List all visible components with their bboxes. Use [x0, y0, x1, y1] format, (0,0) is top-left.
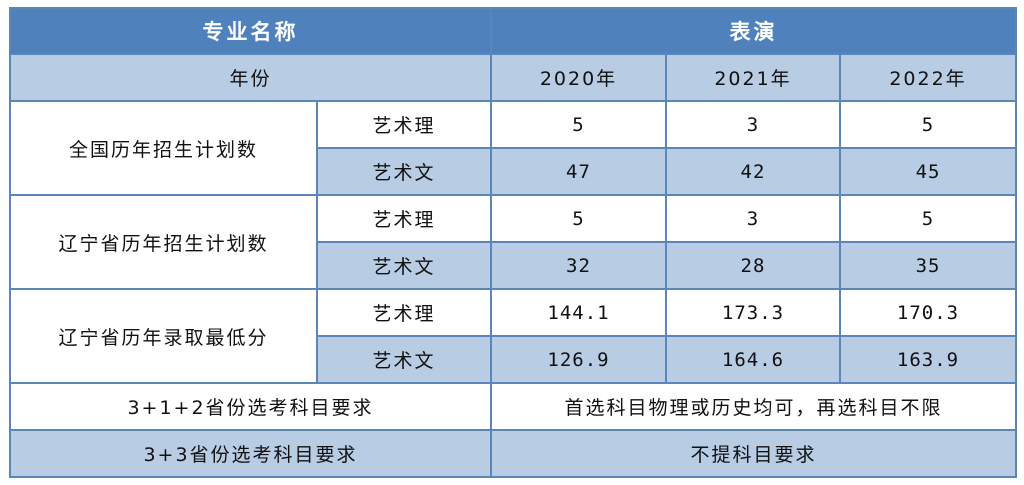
value-cell: 5 [490, 100, 667, 149]
year-2021: 2021年 [665, 53, 841, 102]
track-label: 艺术理 [316, 288, 492, 337]
value-cell: 163.9 [838, 335, 1018, 384]
track-label: 艺术文 [316, 335, 492, 384]
table-row: 艺术文 126.9 164.6 163.9 [10, 335, 1018, 384]
requirement-value: 首选科目物理或历史均可，再选科目不限 [489, 382, 1018, 431]
requirement-row: 3+3省份选考科目要求 不提科目要求 [9, 429, 1018, 478]
track-label: 艺术理 [316, 194, 492, 243]
value-cell: 5 [490, 194, 667, 243]
year-label: 年份 [9, 53, 492, 102]
value-cell: 144.1 [490, 288, 667, 337]
requirement-label: 3+3省份选考科目要求 [9, 429, 492, 478]
value-cell: 3 [665, 100, 841, 149]
table-row: 艺术文 32 28 35 [10, 241, 1018, 290]
value-cell: 47 [490, 147, 667, 196]
value-cell: 3 [665, 194, 841, 243]
header-row: 专业名称 表演 [9, 7, 1018, 55]
admission-table: 专业名称 表演 年份 2020年 2021年 2022年 全国历年招生计划数 艺… [9, 7, 1018, 478]
track-label: 艺术文 [316, 147, 492, 196]
value-cell: 28 [665, 241, 841, 290]
requirement-row: 3+1+2省份选考科目要求 首选科目物理或历史均可，再选科目不限 [9, 382, 1018, 431]
year-2020: 2020年 [490, 53, 667, 102]
year-2022: 2022年 [838, 53, 1018, 102]
value-cell: 35 [838, 241, 1018, 290]
requirement-label: 3+1+2省份选考科目要求 [9, 382, 492, 431]
value-cell: 126.9 [490, 335, 667, 384]
value-cell: 45 [838, 147, 1018, 196]
track-label: 艺术理 [316, 100, 492, 149]
track-label: 艺术文 [316, 241, 492, 290]
value-cell: 5 [838, 194, 1018, 243]
section-title: 辽宁省历年录取最低分 [9, 288, 318, 384]
table-row: 辽宁省历年招生计划数 艺术理 5 3 5 [9, 194, 1018, 290]
requirement-value: 不提科目要求 [489, 429, 1018, 478]
table-row: 艺术文 47 42 45 [10, 147, 1018, 196]
value-cell: 42 [665, 147, 841, 196]
table-row: 全国历年招生计划数 艺术理 5 3 5 [9, 100, 1018, 196]
major-label: 专业名称 [9, 7, 492, 55]
table-row: 辽宁省历年录取最低分 艺术理 144.1 173.3 170.3 [9, 288, 1018, 384]
section-title: 全国历年招生计划数 [9, 100, 318, 196]
section-title: 辽宁省历年招生计划数 [9, 194, 318, 290]
year-row: 年份 2020年 2021年 2022年 [9, 53, 1018, 102]
value-cell: 170.3 [838, 288, 1018, 337]
value-cell: 164.6 [665, 335, 841, 384]
value-cell: 5 [838, 100, 1018, 149]
major-value: 表演 [489, 7, 1018, 55]
value-cell: 32 [490, 241, 667, 290]
value-cell: 173.3 [665, 288, 841, 337]
